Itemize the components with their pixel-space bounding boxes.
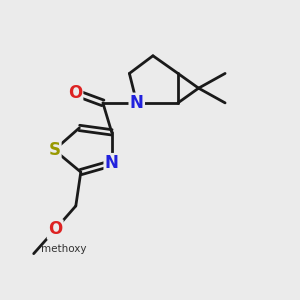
Text: N: N bbox=[130, 94, 144, 112]
Text: S: S bbox=[48, 141, 60, 159]
Text: O: O bbox=[68, 84, 82, 102]
Text: N: N bbox=[105, 154, 119, 172]
Text: methoxy: methoxy bbox=[41, 244, 87, 254]
Text: O: O bbox=[48, 220, 62, 238]
